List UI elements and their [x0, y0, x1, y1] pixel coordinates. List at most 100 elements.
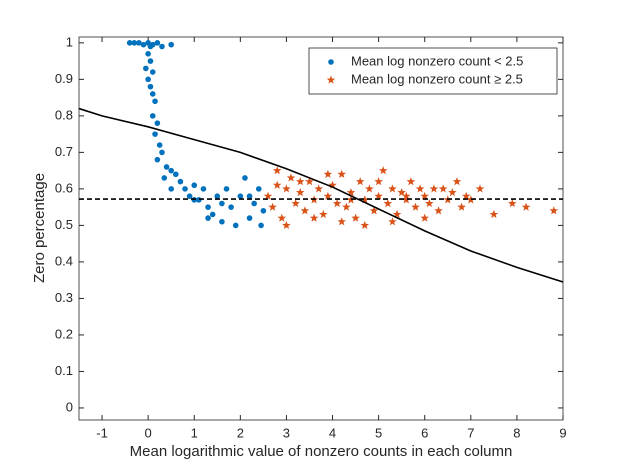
point — [346, 188, 356, 197]
point — [291, 199, 300, 208]
point — [209, 211, 216, 218]
point — [438, 184, 448, 193]
legend-label: Mean log nonzero count ≥ 2.5 — [351, 71, 523, 86]
point — [131, 40, 138, 46]
point — [140, 41, 147, 48]
point — [397, 188, 406, 197]
point — [282, 184, 291, 193]
legend-marker — [328, 59, 334, 65]
point — [163, 164, 170, 170]
point — [452, 177, 462, 186]
point — [159, 149, 165, 156]
point — [434, 206, 443, 215]
point — [152, 98, 158, 105]
point — [425, 199, 434, 208]
y-tick-label: 0 — [66, 399, 73, 414]
point — [173, 171, 179, 178]
point — [242, 175, 248, 181]
y-tick-label: 0.7 — [55, 144, 73, 159]
point — [161, 175, 168, 181]
point — [255, 186, 262, 192]
point — [309, 213, 319, 222]
point — [461, 191, 471, 200]
x-tick-label: 5 — [375, 425, 382, 440]
point — [147, 83, 154, 90]
point — [136, 40, 142, 46]
y-tick-label: 0.9 — [55, 71, 73, 86]
point — [521, 202, 531, 211]
point — [282, 220, 291, 229]
point — [182, 186, 188, 192]
x-tick-label: -1 — [96, 425, 108, 440]
point — [388, 184, 397, 193]
point — [383, 199, 393, 208]
point — [323, 191, 333, 200]
point — [168, 41, 174, 48]
x-tick-label: 3 — [283, 425, 290, 440]
point — [549, 206, 559, 215]
point — [300, 206, 310, 215]
point — [149, 41, 156, 48]
point — [205, 215, 211, 221]
point — [402, 191, 411, 200]
x-tick-label: 0 — [145, 425, 152, 440]
point — [260, 207, 267, 214]
point — [191, 182, 198, 189]
point — [323, 169, 333, 178]
point — [489, 209, 499, 219]
point — [246, 215, 253, 221]
point — [228, 204, 234, 210]
x-tick-label: 2 — [237, 425, 244, 440]
point — [219, 200, 225, 207]
y-tick-label: 0.5 — [55, 217, 73, 232]
point — [145, 50, 151, 57]
line — [78, 107, 564, 283]
point — [369, 206, 379, 215]
point — [263, 191, 273, 200]
x-tick-label: 6 — [421, 425, 428, 440]
point — [168, 186, 174, 192]
point — [246, 193, 253, 199]
x-tick-label: 7 — [467, 425, 474, 440]
point — [177, 178, 184, 185]
point — [420, 191, 429, 200]
point — [508, 199, 517, 208]
x-tick-label: 4 — [329, 425, 336, 440]
point — [429, 184, 439, 193]
point — [272, 180, 282, 189]
point — [145, 76, 151, 83]
point — [200, 186, 207, 192]
point — [168, 167, 174, 174]
point — [346, 195, 356, 204]
point — [402, 195, 411, 204]
point — [223, 186, 230, 192]
point — [149, 69, 156, 75]
point — [355, 177, 365, 186]
point — [374, 177, 383, 186]
point — [149, 91, 156, 97]
point — [214, 193, 221, 199]
point — [268, 202, 277, 211]
point — [272, 166, 282, 175]
x-tick-label: 8 — [513, 425, 520, 440]
y-tick-label: 0.2 — [55, 326, 73, 341]
point — [406, 177, 416, 186]
y-tick-label: 0.8 — [55, 107, 73, 122]
point — [420, 213, 429, 222]
point — [314, 184, 323, 193]
point — [149, 113, 156, 119]
x-axis-label: Mean logarithmic value of nonzero counts… — [130, 443, 513, 460]
plot-area — [78, 36, 564, 421]
point — [388, 217, 397, 226]
point — [251, 200, 257, 207]
point — [296, 177, 305, 186]
point — [466, 195, 476, 204]
point — [337, 217, 346, 226]
point — [186, 193, 193, 199]
y-tick-label: 1 — [66, 34, 73, 49]
point — [147, 58, 154, 64]
legend — [308, 47, 558, 95]
point — [374, 191, 383, 200]
point — [154, 120, 161, 126]
